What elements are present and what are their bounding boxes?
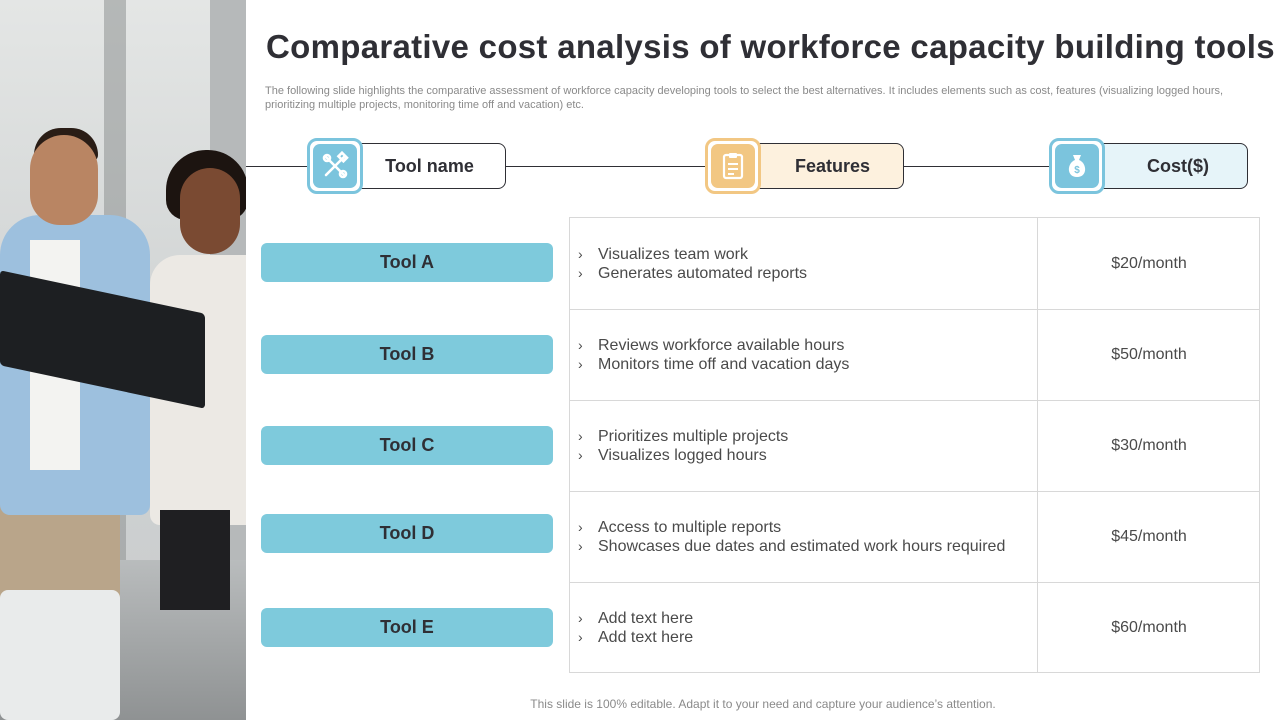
- table-row: › Prioritizes multiple projects › Visualiz…: [570, 400, 1259, 492]
- tool-name-header-label: Tool name: [385, 155, 474, 176]
- cost-cell: $20/month: [1111, 254, 1187, 272]
- feature-item: › Access to multiple reports: [578, 518, 782, 536]
- table-row: › Add text here › Add text here $60/month: [570, 582, 1259, 673]
- chevron-right-icon: ›: [578, 518, 583, 535]
- tools-icon: [307, 138, 363, 194]
- features-cell: › Reviews workforce available hours › Moni…: [570, 309, 1038, 400]
- table-row: › Reviews workforce available hours › Moni…: [570, 309, 1259, 401]
- features-cell: › Prioritizes multiple projects › Visualiz…: [570, 400, 1038, 491]
- chevron-right-icon: ›: [578, 427, 583, 444]
- chevron-right-icon: ›: [578, 264, 583, 281]
- footer-note: This slide is 100% editable. Adapt it to…: [530, 697, 996, 711]
- feature-item: › Prioritizes multiple projects: [578, 427, 789, 445]
- features-header-label: Features: [794, 155, 871, 176]
- features-cell: › Visualizes team work › Generates automat…: [570, 218, 1038, 309]
- tool-d-label: Tool D: [261, 514, 553, 553]
- table-row: › Access to multiple reports › Showcases d…: [570, 491, 1259, 583]
- page-title: Comparative cost analysis of workforce c…: [266, 28, 1275, 65]
- feature-item: › Monitors time off and vacation days: [578, 355, 850, 373]
- cost-header-label: Cost($): [1147, 155, 1209, 176]
- cost-header: Cost($): [1078, 143, 1248, 189]
- comparison-table: › Visualizes team work › Generates automat…: [569, 217, 1260, 673]
- feature-item: › Reviews workforce available hours: [578, 336, 845, 354]
- chevron-right-icon: ›: [578, 609, 583, 626]
- tool-b-label: Tool B: [261, 335, 553, 374]
- features-cell: › Add text here › Add text here: [570, 582, 1038, 673]
- feature-item: › Visualizes team work: [578, 245, 748, 263]
- cost-cell: $60/month: [1111, 618, 1187, 636]
- chevron-right-icon: ›: [578, 336, 583, 353]
- chevron-right-icon: ›: [578, 245, 583, 262]
- features-header: Features: [733, 143, 904, 189]
- feature-item: › Visualizes logged hours: [578, 446, 767, 464]
- features-cell: › Access to multiple reports › Showcases d…: [570, 491, 1038, 582]
- tool-e-label: Tool E: [261, 608, 553, 647]
- people-photo: [0, 0, 246, 720]
- money-bag-icon: $: [1049, 138, 1105, 194]
- tool-c-label: Tool C: [261, 426, 553, 465]
- feature-item: › Add text here: [578, 628, 694, 646]
- svg-text:$: $: [1074, 165, 1080, 176]
- page-subtitle: The following slide highlights the compa…: [265, 85, 1224, 111]
- tool-a-label: Tool A: [261, 243, 553, 282]
- feature-item: › Add text here: [578, 609, 694, 627]
- feature-item: › Showcases due dates and estimated work …: [578, 537, 1006, 555]
- feature-item: › Generates automated reports: [578, 264, 808, 282]
- cost-cell: $45/month: [1111, 527, 1187, 545]
- chevron-right-icon: ›: [578, 446, 583, 463]
- cost-cell: $30/month: [1111, 436, 1187, 454]
- table-row: › Visualizes team work › Generates automat…: [570, 218, 1259, 310]
- chevron-right-icon: ›: [578, 628, 583, 645]
- chevron-right-icon: ›: [578, 537, 583, 554]
- clipboard-icon: [705, 138, 761, 194]
- cost-cell: $50/month: [1111, 345, 1187, 363]
- chevron-right-icon: ›: [578, 355, 583, 372]
